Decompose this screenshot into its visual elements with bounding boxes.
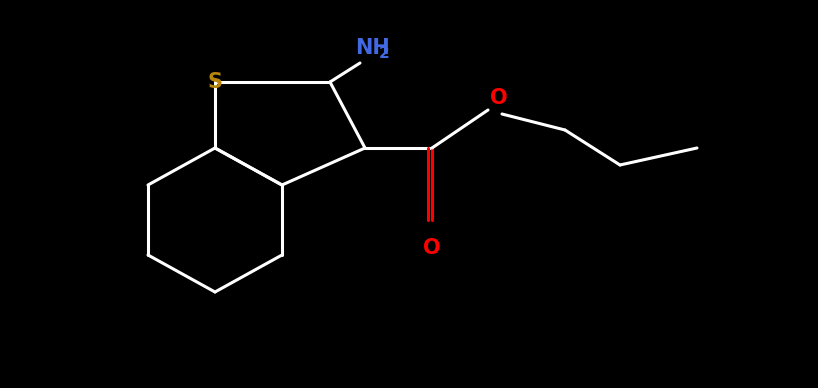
Text: NH: NH [355,38,389,58]
Text: 2: 2 [379,47,389,62]
Text: O: O [423,238,441,258]
Text: O: O [490,88,508,108]
Text: S: S [208,72,222,92]
